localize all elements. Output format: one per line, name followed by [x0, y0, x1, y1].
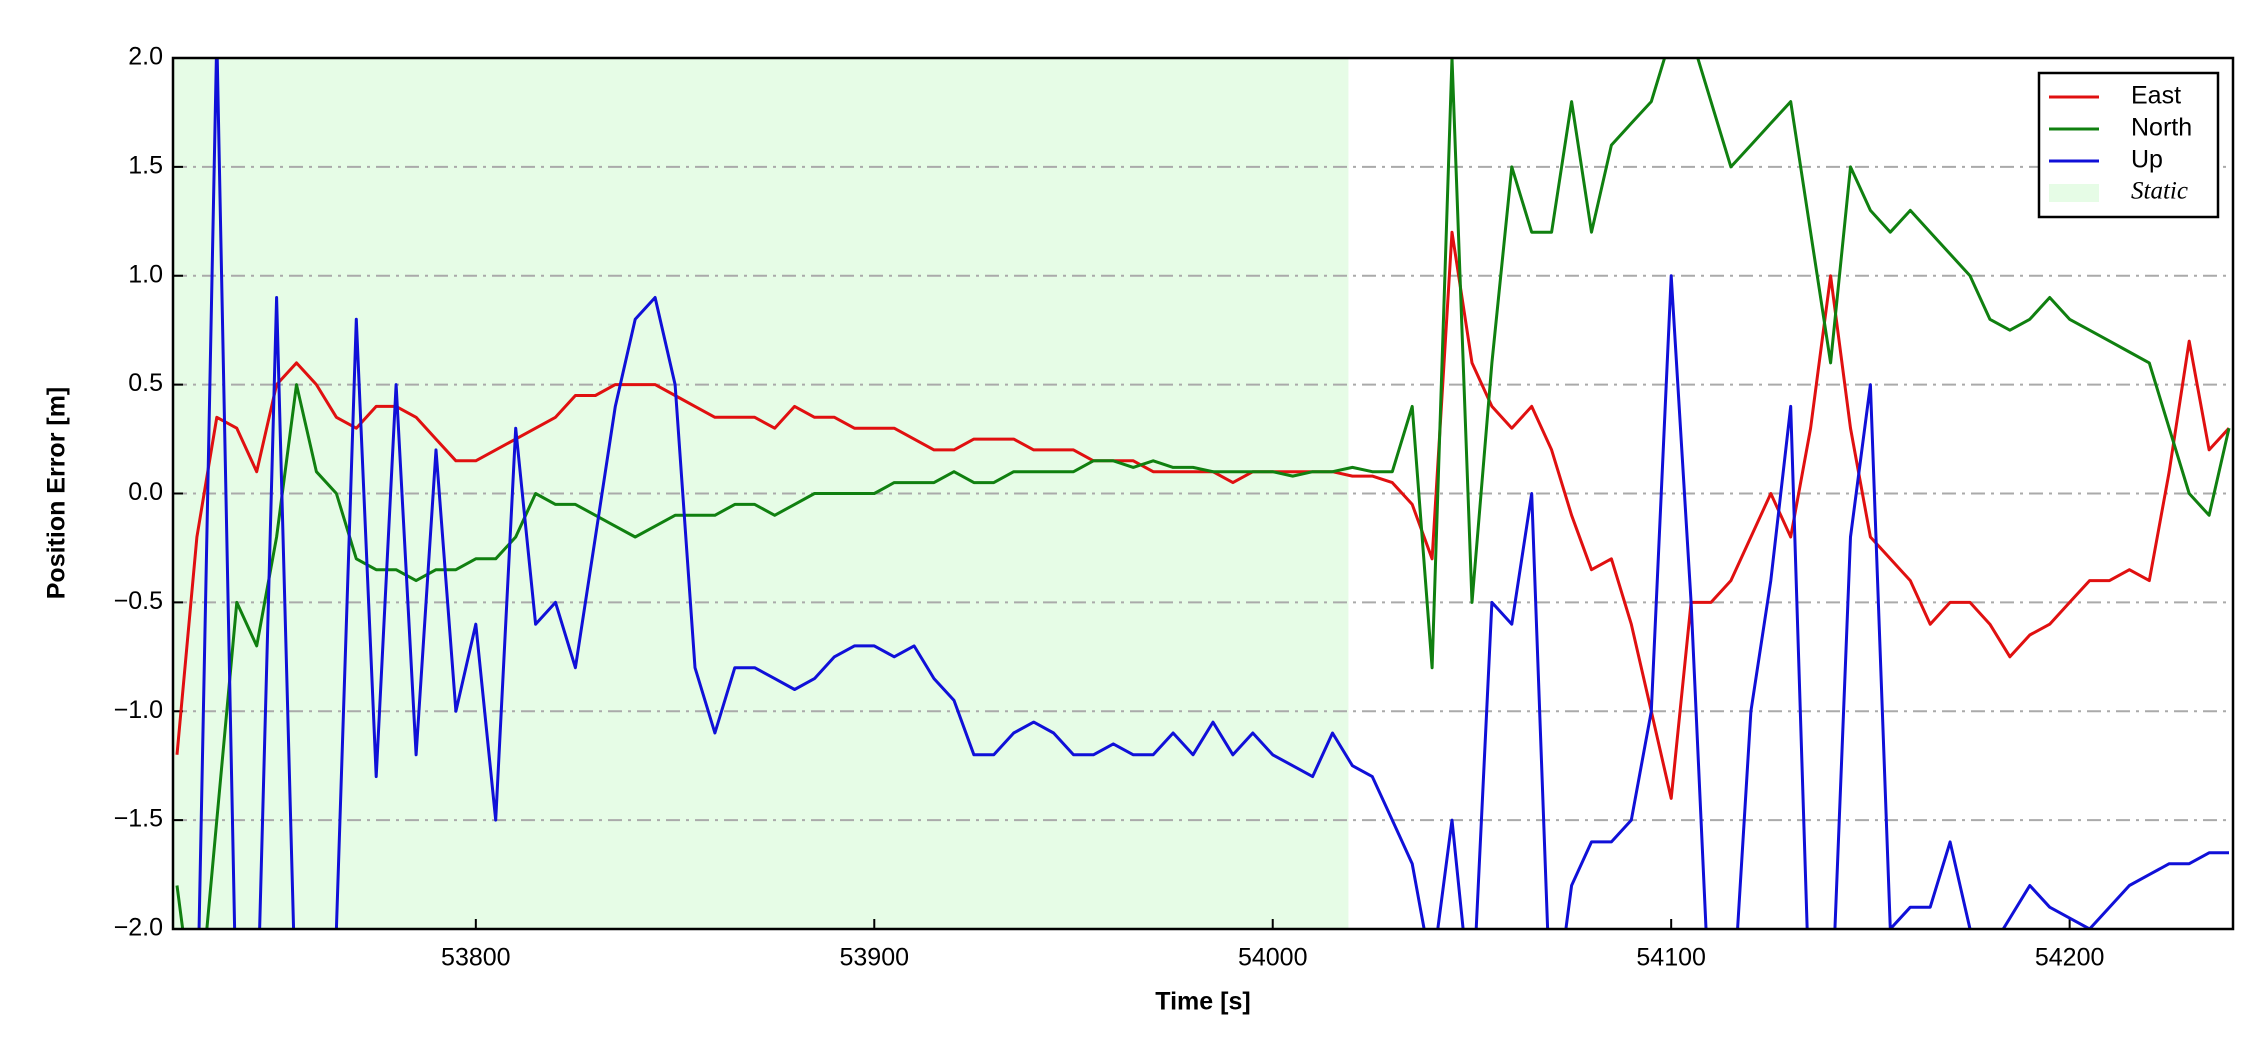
legend-label: Static — [2131, 178, 2188, 205]
y-tick-label: −0.5 — [114, 587, 163, 615]
y-tick-label: 2.0 — [128, 43, 163, 71]
legend-swatch — [2049, 184, 2099, 202]
plot-lines — [175, 58, 2231, 929]
x-tick-label: 53800 — [441, 944, 511, 972]
x-tick-label: 54000 — [1238, 944, 1308, 972]
x-axis-label: Time [s] — [1155, 988, 1250, 1016]
plot-frame — [171, 56, 2235, 931]
legend-label: East — [2131, 82, 2181, 110]
y-tick-label: 0.0 — [128, 478, 163, 506]
y-tick-label: −1.0 — [114, 696, 163, 724]
y-tick-label: 1.0 — [128, 260, 163, 288]
series-line — [197, 58, 2229, 929]
y-tick-label: 0.5 — [128, 369, 163, 397]
y-tick-label: −2.0 — [114, 914, 163, 942]
series-line — [175, 58, 2231, 929]
legend-label: North — [2131, 114, 2192, 142]
x-tick-label: 54200 — [2035, 944, 2105, 972]
y-tick-label: 1.5 — [128, 151, 163, 179]
y-tick-label: −1.5 — [114, 805, 163, 833]
y-axis-label: Position Error [m] — [43, 387, 71, 600]
x-tick-label: 53900 — [840, 944, 910, 972]
series-line — [175, 230, 2231, 800]
x-tick-label: 54100 — [1636, 944, 1706, 972]
legend-label: Up — [2131, 146, 2163, 174]
